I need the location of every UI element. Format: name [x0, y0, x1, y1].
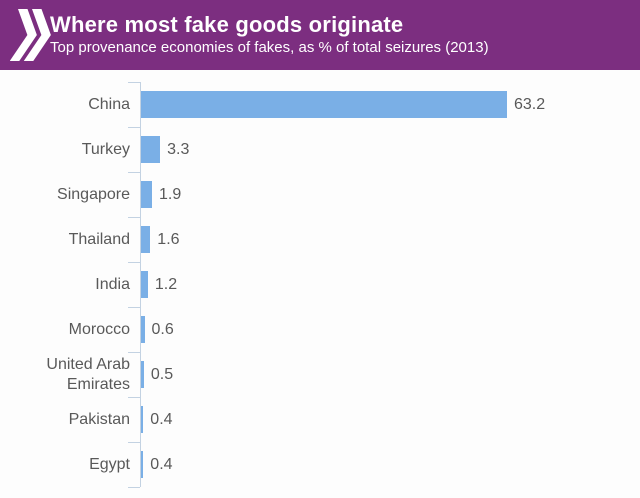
category-label-india: India [95, 275, 130, 293]
bar-morocco[interactable] [141, 316, 145, 343]
value-label-morocco: 0.6 [151, 320, 174, 338]
category-label-thailand: Thailand [68, 230, 130, 248]
chart-row-thailand: Thailand 1.6 [0, 217, 640, 262]
axis-tick [128, 397, 140, 398]
axis-tick [128, 82, 140, 83]
bar-china[interactable] [141, 91, 507, 118]
category-label-singapore: Singapore [57, 185, 130, 203]
value-label-turkey: 3.3 [167, 140, 190, 158]
chart-title: Where most fake goods originate [50, 12, 404, 38]
chart-row-egypt: Egypt 0.4 [0, 442, 640, 487]
header-text: Where most fake goods originate Top prov… [50, 13, 489, 57]
chart-rows: China 63.2 Turkey 3.3 Singapore 1.9 Thailand 1.… [0, 82, 640, 487]
chart-row-united-arab-emirates: United Arab Emirates 0.5 [0, 352, 640, 397]
axis-tick [128, 262, 140, 263]
header: Where most fake goods originate Top prov… [0, 0, 640, 70]
category-label-united-arab-emirates: United Arab Emirates [46, 355, 130, 393]
chart-row-china: China 63.2 [0, 82, 640, 127]
axis-tick [128, 307, 140, 308]
axis-tick [128, 172, 140, 173]
value-label-india: 1.2 [154, 275, 178, 293]
chart-row-turkey: Turkey 3.3 [0, 127, 640, 172]
value-label-singapore: 1.9 [159, 185, 182, 203]
axis-tick [128, 127, 140, 128]
double-chevron-icon [10, 9, 51, 61]
bar-turkey[interactable] [141, 136, 161, 163]
bar-singapore[interactable] [141, 181, 152, 208]
axis-tick [128, 352, 140, 353]
bar-india[interactable] [141, 271, 148, 298]
axis-tick [128, 442, 140, 443]
axis-tick [128, 217, 140, 218]
bar-pakistan[interactable] [141, 406, 144, 433]
category-axis-line [140, 82, 141, 487]
chart-row-india: India 1.2 [0, 262, 640, 307]
chart-row-pakistan: Pakistan 0.4 [0, 397, 640, 442]
category-label-turkey: Turkey [81, 140, 130, 158]
value-label-pakistan: 0.4 [150, 410, 173, 428]
chart-row-singapore: Singapore 1.9 [0, 172, 640, 217]
value-label-china: 63.2 [514, 95, 546, 113]
chart-row-morocco: Morocco 0.6 [0, 307, 640, 352]
bar-united-arab-emirates[interactable] [141, 361, 144, 388]
category-label-pakistan: Pakistan [68, 410, 130, 428]
category-label-egypt: Egypt [89, 455, 130, 473]
bar-thailand[interactable] [141, 226, 151, 253]
value-label-egypt: 0.4 [150, 455, 173, 473]
bar-egypt[interactable] [141, 451, 144, 478]
bar-chart: China 63.2 Turkey 3.3 Singapore 1.9 Thailand 1.… [0, 70, 640, 498]
axis-tick [128, 487, 140, 488]
category-label-china: China [88, 95, 130, 113]
chart-subtitle: Top provenance economies of fakes, as % … [50, 39, 489, 57]
value-label-thailand: 1.6 [157, 230, 180, 248]
value-label-united-arab-emirates: 0.5 [150, 365, 174, 383]
category-label-morocco: Morocco [68, 320, 130, 338]
